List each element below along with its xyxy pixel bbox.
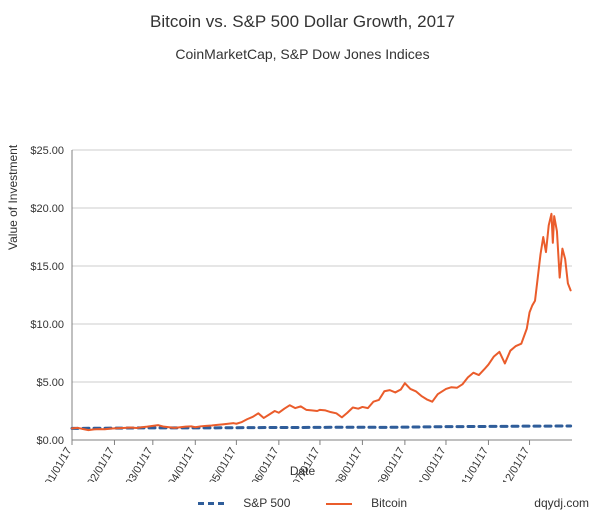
svg-text:$15.00: $15.00	[30, 261, 64, 273]
legend: S&P 500 Bitcoin	[0, 496, 605, 510]
legend-item-sp500: S&P 500	[190, 496, 302, 510]
attribution: dqydj.com	[534, 496, 589, 510]
chart-container: Bitcoin vs. S&P 500 Dollar Growth, 2017 …	[0, 0, 605, 524]
y-axis-label: Value of Investment	[6, 145, 20, 250]
svg-text:$25.00: $25.00	[30, 145, 64, 157]
x-axis-label: Date	[0, 464, 605, 478]
chart-plot: $0.00$5.00$10.00$15.00$20.00$25.0001/01/…	[0, 62, 605, 482]
legend-swatch-sp500	[198, 502, 224, 505]
legend-swatch-bitcoin	[326, 503, 352, 505]
legend-label-sp500: S&P 500	[243, 496, 290, 510]
svg-text:$20.00: $20.00	[30, 203, 64, 215]
chart-subtitle: CoinMarketCap, S&P Dow Jones Indices	[0, 32, 605, 62]
legend-item-bitcoin: Bitcoin	[318, 496, 415, 510]
chart-title: Bitcoin vs. S&P 500 Dollar Growth, 2017	[0, 0, 605, 32]
svg-text:$0.00: $0.00	[36, 435, 64, 447]
legend-label-bitcoin: Bitcoin	[371, 496, 407, 510]
svg-text:$5.00: $5.00	[36, 377, 64, 389]
svg-text:$10.00: $10.00	[30, 319, 64, 331]
